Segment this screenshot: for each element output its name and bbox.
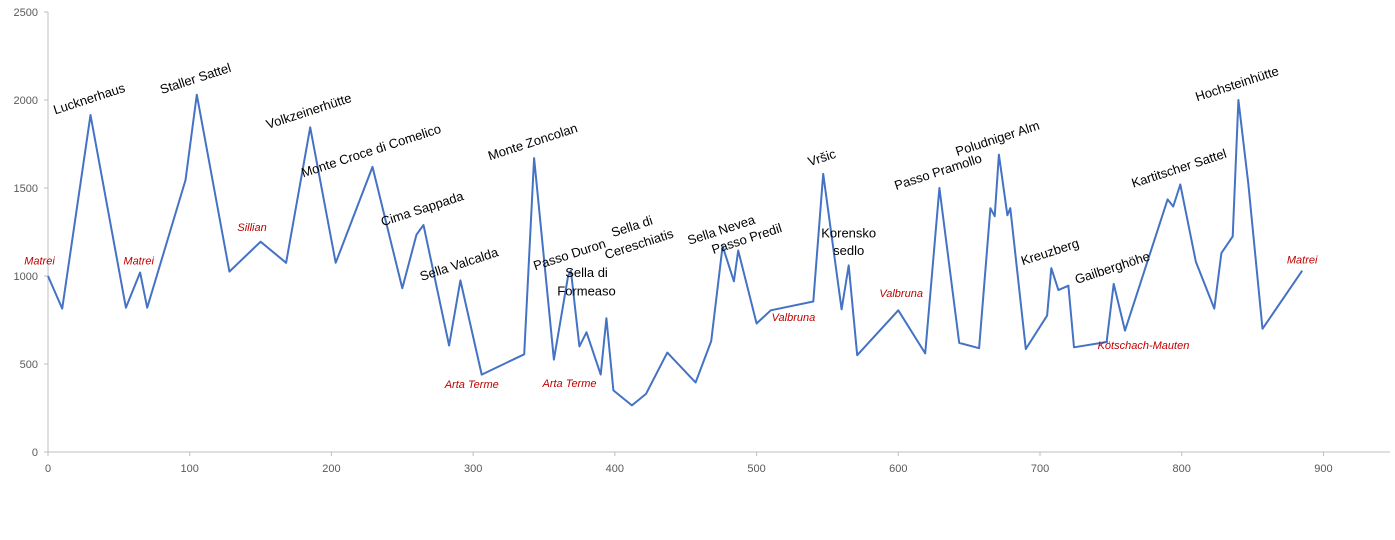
y-tick-label: 1000 — [14, 271, 38, 283]
x-tick-label: 700 — [1031, 463, 1049, 475]
x-tick-label: 500 — [747, 463, 765, 475]
x-tick-label: 100 — [181, 463, 199, 475]
pass-label: Sella Valcalda — [418, 244, 501, 284]
pass-label: Hochsteinhütte — [1193, 63, 1280, 104]
x-tick-label: 900 — [1314, 463, 1332, 475]
y-tick-label: 0 — [32, 447, 38, 459]
town-label: Sillian — [237, 222, 266, 234]
pass-label: sedlo — [833, 243, 864, 258]
pass-label: Monte Zoncolan — [486, 120, 579, 163]
pass-label: Passo Pramollo — [892, 151, 983, 193]
y-tick-label: 2500 — [14, 7, 38, 19]
pass-label: Volkzeinerhütte — [264, 90, 353, 132]
town-label: Matrei — [123, 256, 154, 268]
town-label: Valbruna — [772, 312, 816, 324]
pass-label: Gailberghöhe — [1073, 248, 1152, 286]
elevation-series-line — [47, 93, 1304, 407]
town-label: Valbruna — [879, 288, 923, 300]
pass-label: Formeaso — [557, 284, 616, 299]
pass-label: Vršic — [806, 146, 838, 169]
pass-label: Kreuzberg — [1019, 235, 1081, 268]
pass-label: Kartitscher Sattel — [1130, 146, 1229, 191]
pass-label: Poludniger Alm — [954, 118, 1042, 159]
y-tick-label: 1500 — [14, 183, 38, 195]
x-tick-label: 600 — [889, 463, 907, 475]
town-label: Arta Terme — [542, 378, 597, 390]
town-label: Matrei — [1287, 255, 1318, 267]
x-tick-label: 400 — [606, 463, 624, 475]
town-label: Kötschach-Mauten — [1098, 340, 1190, 352]
pass-label: Korensko — [821, 226, 876, 241]
pass-label: Cima Sappada — [379, 188, 466, 229]
town-label: Matrei — [24, 256, 55, 268]
town-label: Arta Terme — [444, 379, 499, 391]
y-tick-label: 2000 — [14, 95, 38, 107]
x-tick-label: 0 — [45, 463, 51, 475]
x-tick-label: 800 — [1173, 463, 1191, 475]
x-tick-label: 300 — [464, 463, 482, 475]
pass-label: Sella di — [565, 265, 608, 280]
y-tick-label: 500 — [20, 359, 38, 371]
pass-label: Lucknerhaus — [51, 80, 127, 117]
pass-label: Staller Sattel — [158, 60, 233, 97]
x-tick-label: 200 — [322, 463, 340, 475]
